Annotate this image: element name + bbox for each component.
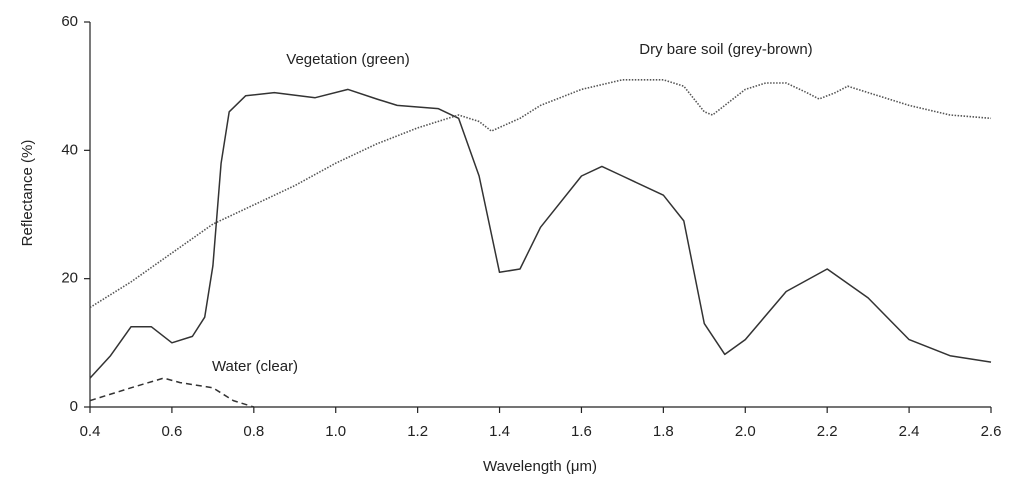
y-tick-label: 60 xyxy=(61,13,78,30)
y-axis-label: Reflectance (%) xyxy=(19,140,36,247)
series-label: Dry bare soil (grey-brown) xyxy=(639,41,812,58)
x-tick-label: 0.4 xyxy=(80,423,101,440)
series-label: Water (clear) xyxy=(212,358,298,375)
x-tick-label: 1.6 xyxy=(571,423,592,440)
series-line xyxy=(89,377,255,408)
x-tick-label: 2.6 xyxy=(981,423,1002,440)
series-line xyxy=(89,79,992,309)
series-label: Vegetation (green) xyxy=(286,51,409,68)
series-line xyxy=(89,88,992,379)
x-tick-label: 1.4 xyxy=(489,423,510,440)
x-axis-label: Wavelength (μm) xyxy=(483,458,597,475)
y-tick-label: 20 xyxy=(61,270,78,287)
x-tick-label: 2.4 xyxy=(899,423,920,440)
x-tick-label: 1.2 xyxy=(407,423,428,440)
x-tick-label: 0.8 xyxy=(243,423,264,440)
x-tick-label: 1.0 xyxy=(325,423,346,440)
x-tick-label: 2.2 xyxy=(817,423,838,440)
y-tick-label: 0 xyxy=(70,398,78,415)
x-tick-label: 2.0 xyxy=(735,423,756,440)
y-tick-label: 40 xyxy=(61,141,78,158)
x-tick-label: 1.8 xyxy=(653,423,674,440)
x-tick-label: 0.6 xyxy=(161,423,182,440)
